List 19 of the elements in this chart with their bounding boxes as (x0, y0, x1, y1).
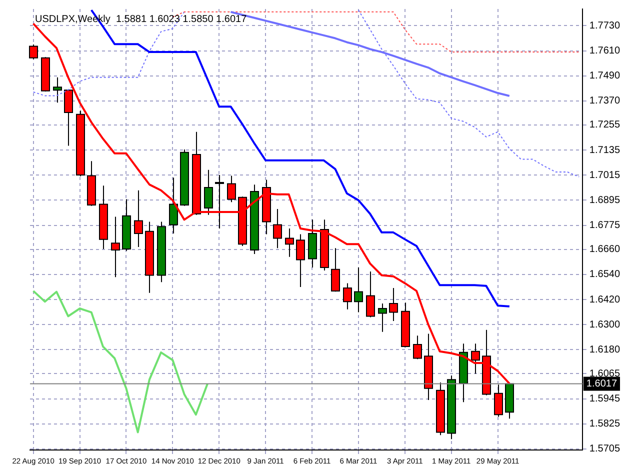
y-tick-label: 1.7015 (589, 170, 620, 181)
y-tick-label: 1.5945 (589, 394, 620, 405)
y-tick-label: 1.6775 (589, 220, 620, 232)
y-tick-label: 1.6300 (589, 319, 620, 330)
y-tick-label: 1.7255 (589, 120, 620, 131)
y-tick-label: 1.6660 (589, 244, 620, 256)
y-tick-label: 1.6895 (589, 194, 620, 206)
y-tick-label: 1.6180 (589, 344, 620, 356)
y-tick-label: 1.7610 (589, 46, 620, 57)
y-tick-label: 1.5825 (589, 418, 620, 430)
y-tick-label: 1.6065 (589, 368, 620, 380)
y-tick-label: 1.7370 (589, 96, 620, 107)
ref-line-label: 1.6017 (586, 378, 618, 390)
y-tick-label: 1.6540 (589, 269, 620, 280)
y-tick-label: 1.7135 (589, 144, 620, 156)
y-tick-label: 1.5705 (589, 444, 620, 455)
y-tick-label: 1.7490 (589, 70, 620, 82)
y-tick-label: 1.7730 (589, 20, 620, 32)
y-tick-label: 1.6420 (589, 294, 620, 306)
